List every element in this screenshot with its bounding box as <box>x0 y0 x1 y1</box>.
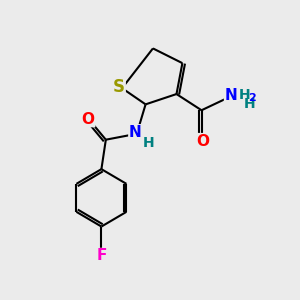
Text: S: S <box>113 78 125 96</box>
Text: F: F <box>96 248 106 263</box>
Text: N: N <box>129 125 142 140</box>
Text: O: O <box>196 134 209 149</box>
Text: O: O <box>82 112 95 127</box>
Text: H: H <box>244 98 255 111</box>
Text: 2: 2 <box>248 94 256 103</box>
Text: H: H <box>143 136 154 150</box>
Text: H: H <box>239 88 250 102</box>
Text: N: N <box>225 88 237 103</box>
